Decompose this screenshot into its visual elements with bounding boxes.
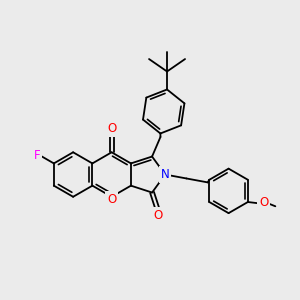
Text: F: F	[34, 149, 40, 162]
Text: O: O	[259, 196, 268, 209]
Text: N: N	[161, 168, 170, 181]
Text: O: O	[107, 122, 116, 135]
Text: O: O	[153, 209, 162, 222]
Text: O: O	[107, 193, 116, 206]
